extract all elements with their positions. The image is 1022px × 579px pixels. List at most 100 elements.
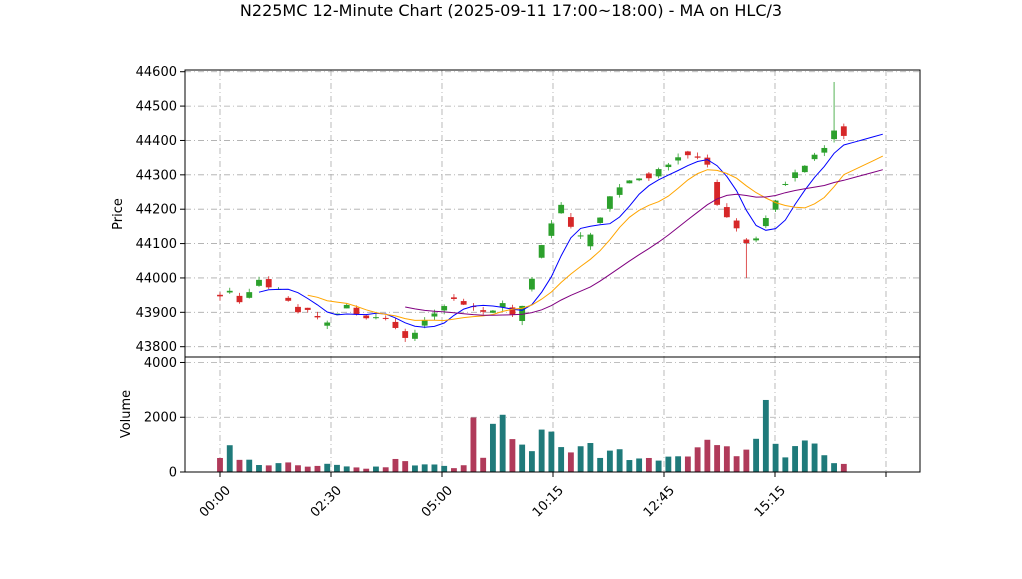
volume-bar xyxy=(382,467,389,472)
volume-bar xyxy=(538,429,545,472)
volume-bar xyxy=(782,457,789,472)
candle-body xyxy=(499,303,506,308)
volume-bar xyxy=(636,458,643,472)
candle-body xyxy=(636,178,643,181)
candle-body xyxy=(304,307,311,310)
price-tick-label: 44500 xyxy=(136,100,177,115)
candle-body xyxy=(226,290,233,293)
candle-body xyxy=(324,322,331,326)
volume-bar xyxy=(811,443,818,472)
candle-body xyxy=(236,295,243,303)
candle-body xyxy=(217,294,223,297)
candle-body xyxy=(441,306,448,311)
x-tick-label: 05:00 xyxy=(419,483,456,520)
ma-short-line xyxy=(258,133,883,328)
price-tick-label: 43800 xyxy=(136,340,177,355)
volume-bar xyxy=(548,431,555,472)
volume-bar xyxy=(733,456,740,472)
x-tick-label: 02:30 xyxy=(308,483,345,520)
volume-bar xyxy=(324,463,331,472)
candle-body xyxy=(811,154,818,160)
price-tick-label: 44400 xyxy=(136,134,177,149)
volume-bar xyxy=(684,456,691,472)
volume-bar xyxy=(694,447,701,472)
candle-body xyxy=(431,313,438,317)
volume-bar xyxy=(762,399,769,472)
candle-body xyxy=(265,279,272,288)
candle-body xyxy=(558,204,565,214)
volume-bar xyxy=(616,449,623,472)
volume-bar xyxy=(597,457,604,472)
price-tick-label: 44000 xyxy=(136,271,177,286)
volume-bar xyxy=(567,452,574,472)
volume-bar xyxy=(840,463,847,472)
volume-bar xyxy=(285,462,292,472)
candle-body xyxy=(334,313,340,315)
volume-panel-frame xyxy=(184,356,921,473)
volume-bar xyxy=(499,414,506,472)
volume-bar xyxy=(528,451,535,472)
volume-bar xyxy=(801,440,808,472)
price-tick-label: 44200 xyxy=(136,203,177,218)
volume-bar xyxy=(558,447,565,472)
volume-bar xyxy=(772,443,779,472)
volume-bar xyxy=(363,468,370,472)
x-tick-label: 00:00 xyxy=(197,483,234,520)
candle-body xyxy=(519,305,526,321)
candle-body xyxy=(684,151,691,156)
candle-body xyxy=(645,173,652,179)
candle-body xyxy=(606,196,613,209)
candle-body xyxy=(246,292,253,298)
candle-body xyxy=(382,317,389,319)
candle-body xyxy=(538,245,545,258)
volume-bar xyxy=(587,443,594,472)
candlesticks xyxy=(217,82,847,342)
volume-bar xyxy=(743,449,750,472)
volume-bars xyxy=(217,399,847,472)
candle-body xyxy=(743,239,750,244)
volume-bar xyxy=(246,459,253,472)
candle-body xyxy=(392,321,399,328)
volume-bar xyxy=(519,444,526,472)
candle-body xyxy=(256,279,262,286)
volume-bar xyxy=(421,464,428,472)
volume-bar xyxy=(451,468,457,472)
candle-body xyxy=(694,156,701,158)
price-axis-label: Price xyxy=(111,198,126,230)
candle-body xyxy=(714,182,721,205)
candle-body xyxy=(840,126,847,136)
candle-body xyxy=(675,157,682,161)
volume-bar xyxy=(509,439,516,472)
price-tick-label: 44300 xyxy=(136,168,177,183)
candle-body xyxy=(363,315,370,319)
volume-bar xyxy=(753,438,760,472)
volume-bar xyxy=(480,457,487,472)
candle-body xyxy=(801,165,808,173)
candle-body xyxy=(655,169,662,177)
candle-body xyxy=(285,297,292,301)
volume-bar xyxy=(275,463,282,472)
candle-body xyxy=(460,301,467,305)
candle-body xyxy=(597,217,604,223)
candle-body xyxy=(723,207,730,218)
volume-bar xyxy=(489,423,496,472)
volume-tick-label: 4000 xyxy=(144,356,177,371)
candle-body xyxy=(343,304,350,309)
candle-body xyxy=(762,218,769,227)
candle-body xyxy=(821,147,828,153)
volume-bar xyxy=(655,460,662,472)
candle-body xyxy=(792,172,799,179)
moving-average-lines xyxy=(258,133,884,328)
price-axis: 43800 43900 44000 44100 44200 44300 44400 44500… xyxy=(136,65,185,355)
volume-bar xyxy=(577,446,584,472)
candle-body xyxy=(587,234,594,247)
candle-body xyxy=(753,238,760,241)
candle-body xyxy=(577,235,584,237)
price-grid xyxy=(185,70,920,357)
candle-body xyxy=(772,200,779,210)
volume-bar xyxy=(412,465,418,472)
candle-body xyxy=(480,310,487,312)
volume-bar xyxy=(645,457,652,472)
volume-bar xyxy=(626,460,633,472)
candle-body xyxy=(314,315,321,318)
